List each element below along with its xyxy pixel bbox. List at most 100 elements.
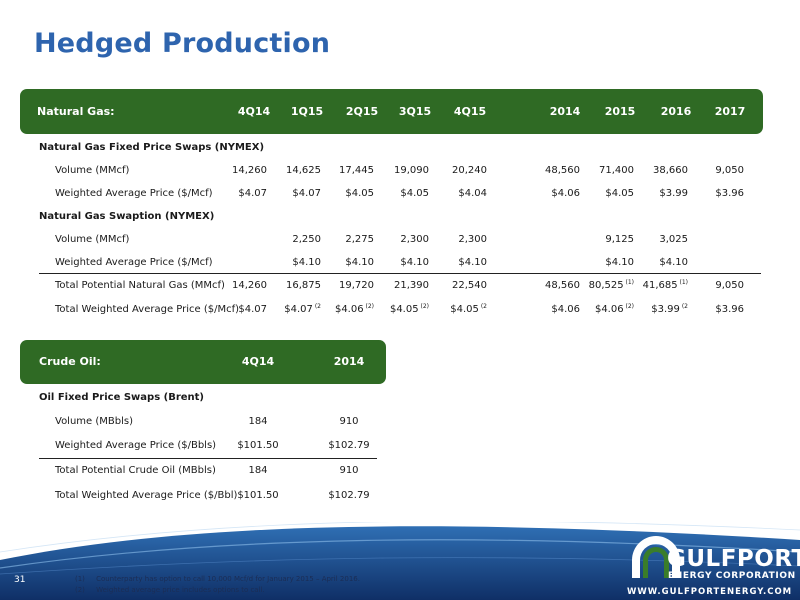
table-cell: $4.10 xyxy=(659,257,688,268)
total-cell: $4.06 (2) xyxy=(564,303,635,315)
table-cell: $4.10 xyxy=(458,257,487,268)
natural-gas-column-header: 4Q14 xyxy=(237,105,271,118)
total-value: $3.96 xyxy=(715,304,744,315)
table-cell: 9,125 xyxy=(605,234,634,245)
table-cell: $101.50 xyxy=(237,440,279,451)
table-cell: 17,445 xyxy=(339,165,374,176)
total-cell: 22,540 xyxy=(417,280,487,291)
table-cell: $4.10 xyxy=(400,257,429,268)
natural-gas-header-label: Natural Gas: xyxy=(37,105,115,118)
table-cell: $3.99 xyxy=(659,188,688,199)
table-cell: 20,240 xyxy=(452,165,487,176)
section-title: Oil Fixed Price Swaps (Brent) xyxy=(39,392,205,403)
total-value: 80,525 xyxy=(588,280,624,291)
page-number: 31 xyxy=(14,575,26,585)
table-cell: 184 xyxy=(248,416,268,427)
total-cell: $4.06 (2) xyxy=(304,303,375,315)
total-cell: $3.96 xyxy=(674,304,744,315)
natural-gas-column-header: 1Q15 xyxy=(290,105,324,118)
natural-gas-column-header: 2015 xyxy=(604,105,636,118)
natural-gas-column-header: 2017 xyxy=(714,105,746,118)
section-title: Natural Gas Fixed Price Swaps (NYMEX) xyxy=(39,142,265,153)
total-value: $4.06 xyxy=(334,304,364,315)
footnote-ref: (2) xyxy=(363,303,375,310)
table-cell: $4.05 xyxy=(400,188,429,199)
logo-company-name: GULFPORT xyxy=(667,546,800,572)
footnote-ref: (2 xyxy=(312,303,321,310)
table-cell: 14,260 xyxy=(232,165,267,176)
crude-oil-header: Crude Oil: 4Q14 2014 xyxy=(20,340,386,384)
table-cell: 38,660 xyxy=(653,165,688,176)
total-cell: 14,260 xyxy=(197,280,267,291)
total-value: 22,540 xyxy=(452,280,487,291)
table-cell: 3,025 xyxy=(659,234,688,245)
total-value: 9,050 xyxy=(715,280,744,291)
natural-gas-column-header: 4Q15 xyxy=(453,105,487,118)
totals-divider xyxy=(39,458,377,459)
table-cell: $4.10 xyxy=(605,257,634,268)
total-cell: 184 xyxy=(248,465,268,476)
total-value: 41,685 xyxy=(642,280,678,291)
table-cell: $4.05 xyxy=(345,188,374,199)
row-label: Weighted Average Price ($/Mcf) xyxy=(55,188,213,199)
total-value: 19,720 xyxy=(339,280,374,291)
totals-divider xyxy=(39,273,761,274)
total-value: $4.06 xyxy=(594,304,624,315)
total-cell: $4.06 xyxy=(510,304,580,315)
table-cell: 2,275 xyxy=(345,234,374,245)
footnote-ref: (1) xyxy=(677,279,689,286)
gulfport-arc-logo-icon xyxy=(632,536,680,578)
total-value: 48,560 xyxy=(545,280,580,291)
total-row-label: Total Weighted Average Price ($/Mcf) xyxy=(55,304,240,315)
natural-gas-column-header: 2Q15 xyxy=(345,105,379,118)
table-cell: $4.07 xyxy=(238,188,267,199)
footnote-1: (1) Counterparty has option to call 10,0… xyxy=(75,575,360,583)
natural-gas-column-header: 2014 xyxy=(549,105,581,118)
total-value: 14,260 xyxy=(232,280,267,291)
table-cell: 2,250 xyxy=(292,234,321,245)
total-value: $4.07 xyxy=(284,304,313,315)
table-cell: $3.96 xyxy=(715,188,744,199)
total-cell: $4.05 (2 xyxy=(417,303,487,315)
table-cell: 48,560 xyxy=(545,165,580,176)
logo-subtitle: ENERGY CORPORATION xyxy=(668,571,796,581)
natural-gas-column-header: 2016 xyxy=(660,105,692,118)
footnote-ref: (2) xyxy=(623,303,635,310)
page-title: Hedged Production xyxy=(34,28,331,59)
table-cell: 71,400 xyxy=(599,165,634,176)
table-cell: 2,300 xyxy=(400,234,429,245)
total-value: $4.07 xyxy=(238,304,267,315)
total-cell: $102.79 xyxy=(328,490,370,501)
total-row-label: Total Weighted Average Price ($/Bbl) xyxy=(55,490,238,501)
total-cell: 9,050 xyxy=(674,280,744,291)
total-cell: $101.50 xyxy=(237,490,279,501)
total-cell: $4.07 xyxy=(197,304,267,315)
total-value: $4.05 xyxy=(450,304,479,315)
total-cell: $4.05 (2) xyxy=(359,303,429,315)
row-label: Weighted Average Price ($/Mcf) xyxy=(55,257,213,268)
table-cell: 910 xyxy=(339,416,359,427)
footnote-ref: (2 xyxy=(478,303,487,310)
table-cell: 2,300 xyxy=(458,234,487,245)
total-cell: 16,875 xyxy=(251,280,321,291)
total-value: $3.99 xyxy=(651,304,680,315)
table-cell: 9,050 xyxy=(715,165,744,176)
total-value: $4.06 xyxy=(551,304,580,315)
total-row-label: Total Potential Crude Oil (MBbls) xyxy=(55,465,216,476)
row-label: Volume (MMcf) xyxy=(55,234,130,245)
table-cell: 14,625 xyxy=(286,165,321,176)
crude-oil-column-header: 2014 xyxy=(333,355,365,368)
total-cell: 19,720 xyxy=(304,280,374,291)
natural-gas-column-header: 3Q15 xyxy=(398,105,432,118)
total-cell: $3.99 (2 xyxy=(618,303,688,315)
total-cell: 910 xyxy=(339,465,359,476)
section-title: Natural Gas Swaption (NYMEX) xyxy=(39,211,215,222)
total-cell: 80,525 (1) xyxy=(564,279,635,291)
total-cell: 41,685 (1) xyxy=(618,279,689,291)
footnote-ref: (1) xyxy=(623,279,635,286)
table-cell: $4.10 xyxy=(292,257,321,268)
logo-website: WWW.GULFPORTENERGY.COM xyxy=(627,587,793,597)
total-value: 16,875 xyxy=(286,280,321,291)
table-cell: $4.10 xyxy=(345,257,374,268)
natural-gas-header: Natural Gas: 4Q14 1Q15 2Q15 3Q15 4Q15 2014 201… xyxy=(20,89,763,134)
